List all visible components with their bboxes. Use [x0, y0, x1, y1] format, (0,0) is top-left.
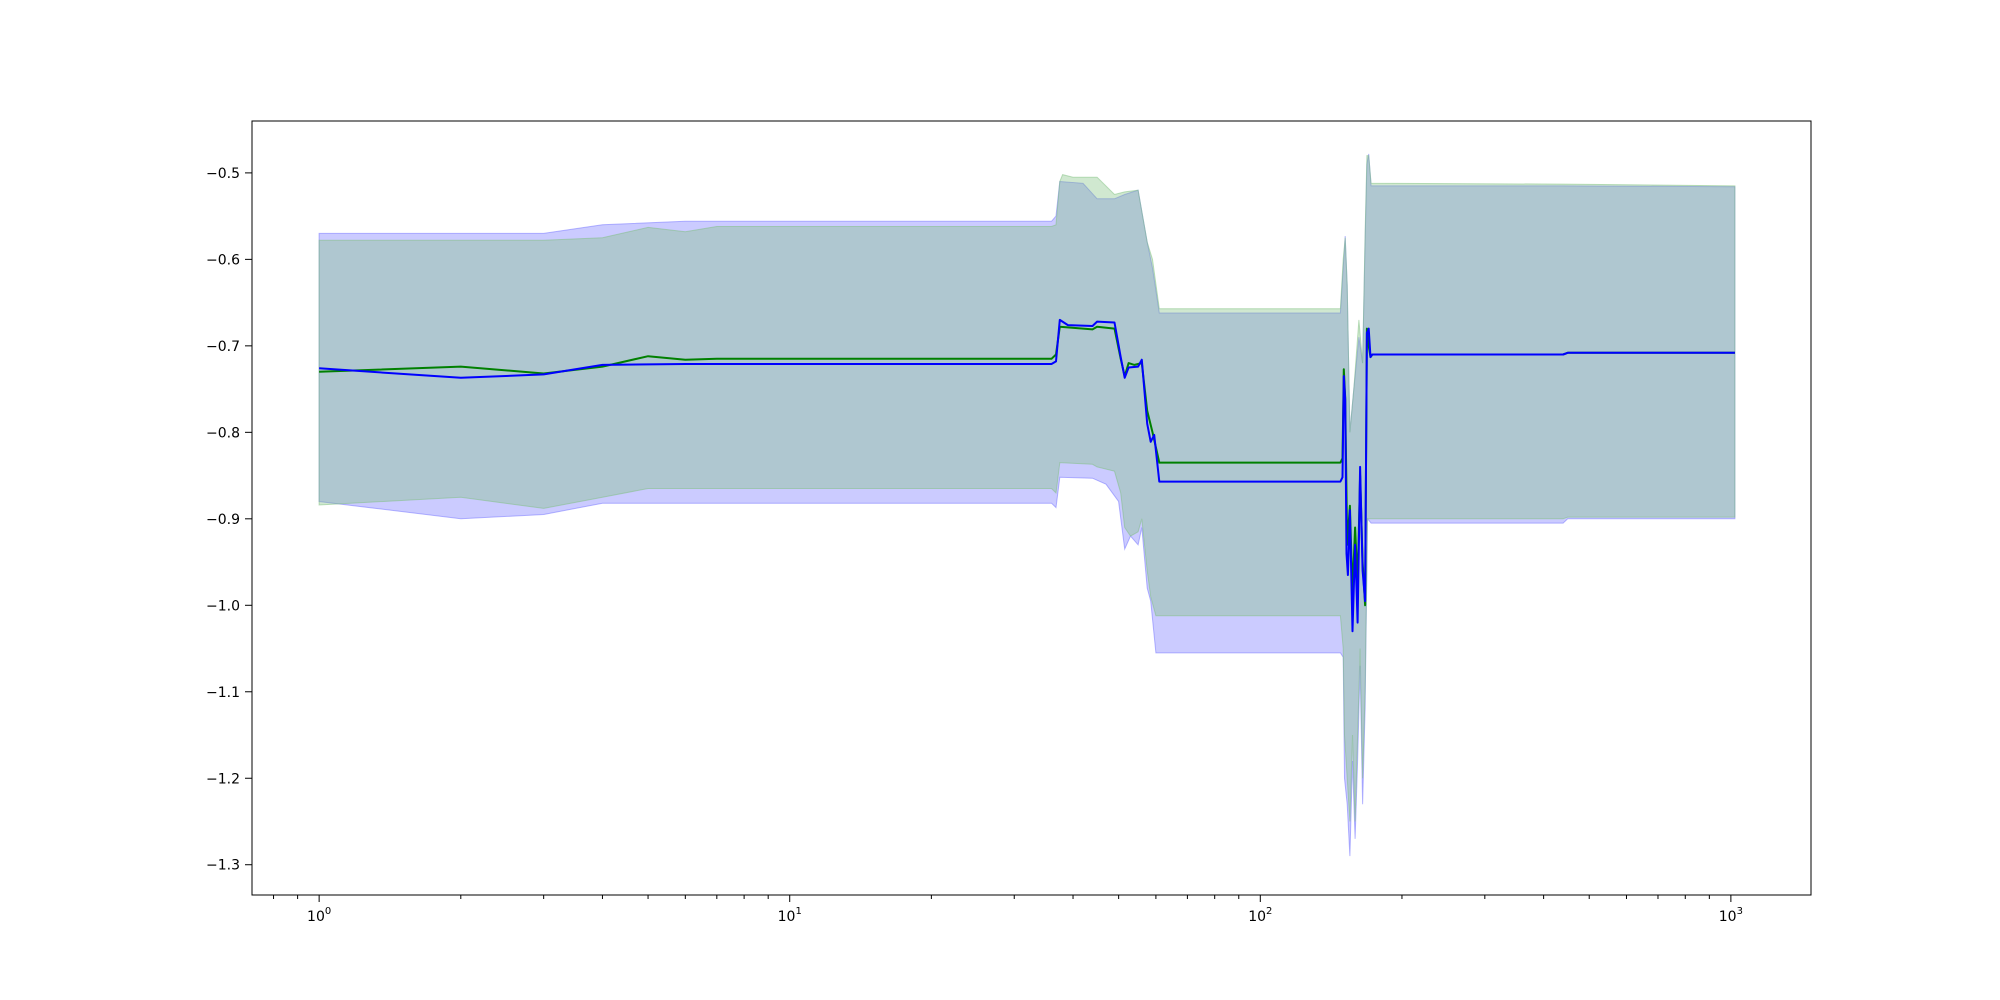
- x-tick-label: 103: [1719, 906, 1743, 925]
- x-tick-label: 100: [307, 906, 331, 925]
- band-series-1: [318, 153, 1736, 857]
- y-tick-label: −0.7: [206, 339, 240, 355]
- mean-lines: [319, 318, 1735, 633]
- x-tick-label: 102: [1248, 906, 1272, 925]
- y-tick-label: −0.8: [206, 425, 240, 441]
- y-tick-label: −1.1: [206, 685, 240, 701]
- confidence-bands: [318, 153, 1736, 857]
- y-tick-label: −0.6: [206, 252, 240, 268]
- plot-frame: [251, 120, 1812, 896]
- y-tick-label: −0.5: [206, 166, 240, 182]
- x-tick-label: 101: [778, 906, 802, 925]
- y-tick-label: −1.2: [206, 771, 240, 787]
- y-axis: −0.5 −0.6 −0.7 −0.8 −0.9 −1.0 −1.1 −1.2 −1.3: [206, 166, 252, 874]
- y-tick-label: −1.0: [206, 598, 240, 614]
- y-tick-label: −0.9: [206, 512, 240, 528]
- band-series-2: [318, 155, 1736, 822]
- mean-line-series-1: [319, 318, 1735, 633]
- y-tick-label: −1.3: [206, 858, 240, 874]
- x-axis: 100 101 102 103: [273, 895, 1743, 925]
